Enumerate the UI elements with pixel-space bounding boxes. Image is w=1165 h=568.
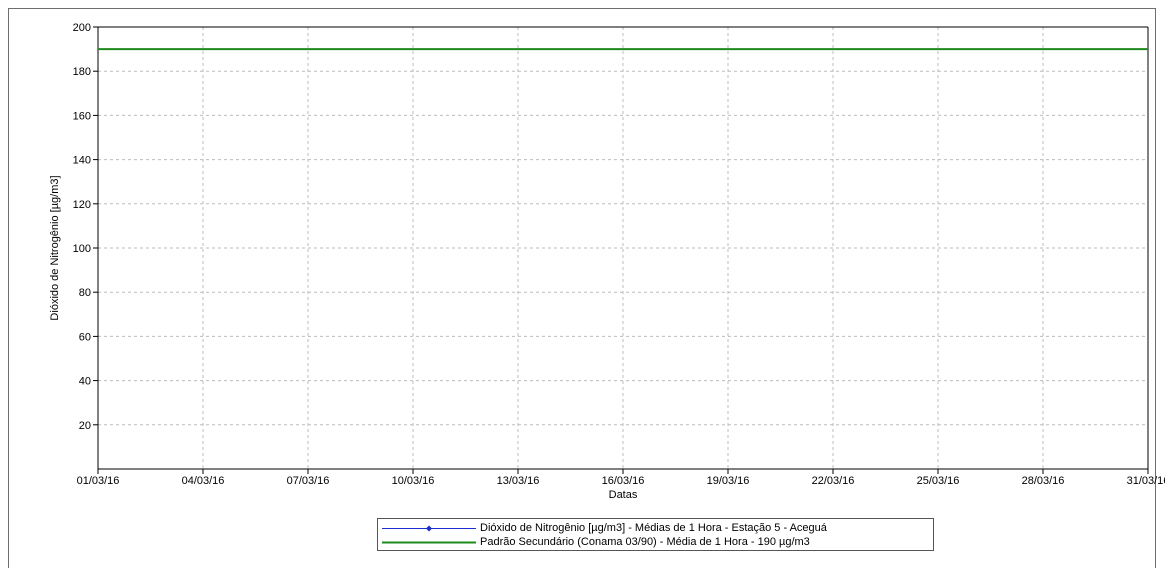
x-ticks: 01/03/16 04/03/16 07/03/16 10/03/16 13/03/16… bbox=[77, 469, 1165, 487]
x-tick-label: 28/03/16 bbox=[1022, 475, 1065, 487]
legend-swatch-standard bbox=[382, 541, 476, 544]
y-tick-label: 40 bbox=[79, 376, 91, 388]
legend: Dióxido de Nitrogênio [µg/m3] - Médias d… bbox=[377, 518, 934, 551]
y-tick-label: 20 bbox=[79, 420, 91, 432]
y-tick-label: 140 bbox=[73, 155, 91, 167]
y-tick-label: 200 bbox=[73, 22, 91, 34]
x-tick-label: 22/03/16 bbox=[812, 475, 855, 487]
chart-frame bbox=[8, 8, 1156, 568]
x-tick-label: 25/03/16 bbox=[917, 475, 960, 487]
x-tick-label: 19/03/16 bbox=[707, 475, 750, 487]
y-tick-label: 160 bbox=[73, 110, 91, 122]
x-tick-label: 16/03/16 bbox=[602, 475, 645, 487]
x-tick-label: 10/03/16 bbox=[392, 475, 435, 487]
y-tick-label: 120 bbox=[73, 199, 91, 211]
legend-swatch-no2 bbox=[382, 525, 476, 532]
x-axis-title: Datas bbox=[609, 489, 638, 501]
y-axis-title: Dióxido de Nitrogênio [µg/m3] bbox=[49, 175, 61, 320]
x-tick-label: 04/03/16 bbox=[182, 475, 225, 487]
y-tick-label: 80 bbox=[79, 287, 91, 299]
grid bbox=[98, 27, 1149, 469]
x-tick-label: 13/03/16 bbox=[497, 475, 540, 487]
legend-label-standard: Padrão Secundário (Conama 03/90) - Média… bbox=[480, 536, 810, 548]
x-tick-label: 31/03/16 bbox=[1127, 475, 1165, 487]
x-tick-label: 01/03/16 bbox=[77, 475, 120, 487]
legend-entry-no2: Dióxido de Nitrogênio [µg/m3] - Médias d… bbox=[378, 521, 933, 536]
x-tick-label: 07/03/16 bbox=[287, 475, 330, 487]
legend-label-no2: Dióxido de Nitrogênio [µg/m3] - Médias d… bbox=[480, 522, 827, 534]
y-tick-label: 100 bbox=[73, 243, 91, 255]
y-tick-label: 180 bbox=[73, 66, 91, 78]
legend-entry-standard: Padrão Secundário (Conama 03/90) - Média… bbox=[378, 535, 933, 550]
y-ticks: 20 40 60 80 100 120 140 160 180 200 bbox=[73, 22, 98, 432]
y-tick-label: 60 bbox=[79, 331, 91, 343]
